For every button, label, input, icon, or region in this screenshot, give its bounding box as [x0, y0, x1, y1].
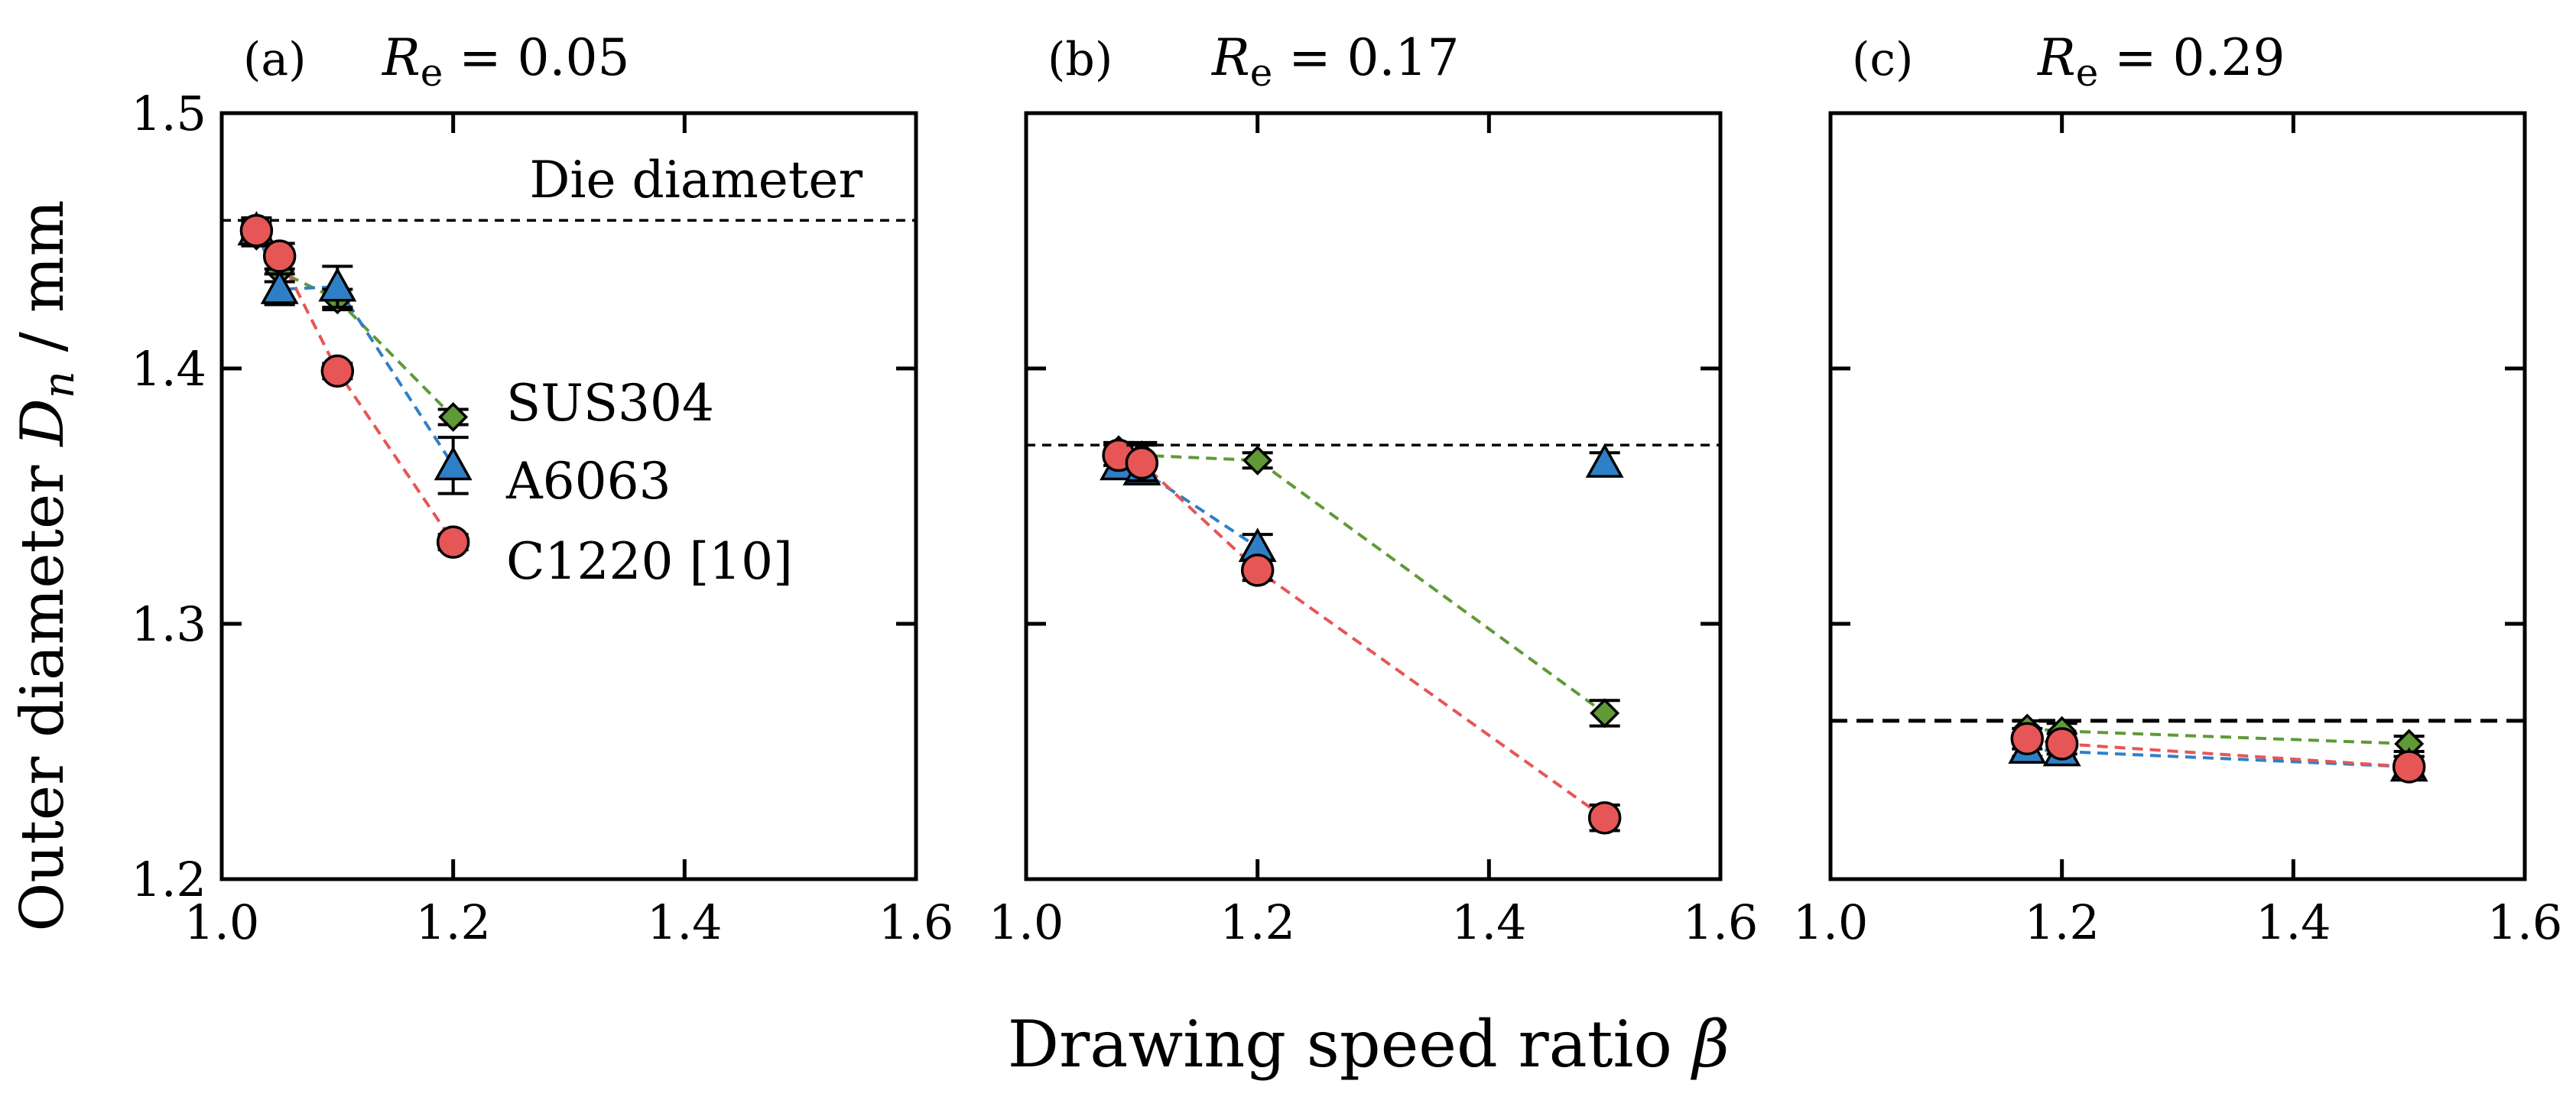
x-tick-label: 1.6	[879, 894, 954, 950]
x-tick-label: 1.2	[2024, 894, 2100, 950]
panel-a-c1220-point	[436, 525, 470, 559]
x-tick-label: 1.0	[184, 894, 260, 950]
panel-b: (b) Re = 0.17	[1048, 28, 1460, 95]
legend: SUS304 A6063 C1220 [10]	[505, 374, 793, 591]
panel-b-label: (b)	[1048, 33, 1113, 86]
x-tick-label: 1.0	[1793, 894, 1869, 950]
y-tick-label: 1.3	[131, 596, 206, 652]
panel-a-plot: 1.21.31.41.51.0 1.2 1.4 1.6	[131, 86, 953, 950]
plot-area: 1.21.31.41.51.0 1.2 1.4 1.6 1.0 1.2 1.4 1.6 1.0 1…	[131, 86, 2562, 950]
panel-a-sus304-point	[438, 401, 469, 432]
legend-a6063: A6063	[505, 452, 671, 511]
panel-c-a6063-line	[2027, 747, 2409, 769]
die-diameter-label: Die diameter	[529, 151, 862, 209]
panel-a-c1220-point	[239, 213, 274, 248]
x-tick-label: 1.2	[1220, 894, 1295, 950]
y-tick-label: 1.2	[131, 852, 206, 907]
x-tick-label: 1.4	[647, 894, 723, 950]
panel-c: (c) Re = 0.29	[1852, 28, 2285, 95]
panel-c-frame	[1828, 111, 2527, 881]
x-tick-label: 1.6	[1683, 894, 1759, 950]
panel-a: (a) Re = 0.05	[243, 28, 630, 95]
x-tick-label: 1.4	[1451, 894, 1527, 950]
panel-b-sus304-point	[1243, 445, 1273, 475]
x-axis-title: Drawing speed ratio β	[1008, 1007, 1730, 1082]
panel-b-c1220-point	[1125, 446, 1159, 480]
panel-b-sus304-point	[1590, 698, 1620, 729]
x-tick-label: 1.2	[415, 894, 491, 950]
x-tick-label: 1.0	[989, 894, 1064, 950]
panel-a-c1220-line	[255, 229, 455, 544]
panel-a-c1220-point	[320, 354, 355, 388]
panel-c-c1220-point	[2045, 727, 2079, 761]
y-tick-label: 1.5	[131, 86, 206, 141]
panel-a-c1220-point	[262, 239, 297, 273]
panel-c-label: (c)	[1852, 33, 1913, 86]
legend-sus304: SUS304	[506, 374, 714, 433]
panel-b-c1220-point	[1240, 553, 1275, 587]
panel-a-re-title: Re = 0.05	[382, 28, 630, 95]
panel-a-a6063-line	[255, 229, 455, 467]
x-tick-label: 1.6	[2487, 894, 2563, 950]
panel-b-re-title: Re = 0.17	[1211, 28, 1460, 95]
y-tick-label: 1.4	[131, 341, 206, 397]
panel-a-a6063-point	[434, 446, 473, 481]
panel-b-a6063-point	[1585, 443, 1624, 478]
panel-c-re-title: Re = 0.29	[2037, 28, 2285, 95]
panel-b-c1220-line	[1118, 453, 1606, 820]
panel-c-sus304-line	[2027, 726, 2409, 745]
panel-c-c1220-line	[2026, 737, 2409, 769]
x-tick-label: 1.4	[2256, 894, 2331, 950]
panel-b-c1220-point	[1587, 801, 1622, 835]
panel-b-sus304-line	[1118, 448, 1606, 715]
panel-c-c1220-point	[2392, 750, 2426, 784]
panel-b-frame	[1024, 111, 1723, 881]
panel-a-a6063-point	[318, 267, 357, 302]
legend-c1220: C1220 [10]	[506, 532, 793, 591]
panel-c-c1220-point	[2010, 722, 2045, 756]
panel-a-a6063-point	[260, 269, 299, 304]
panel-a-frame	[219, 111, 918, 881]
panel-c-plot: 1.0 1.2 1.4 1.6	[1793, 111, 2563, 950]
y-axis-title: Outer diameter Dn / mm	[8, 200, 84, 931]
panel-a-label: (a)	[243, 33, 307, 86]
panel-b-plot: 1.0 1.2 1.4 1.6	[989, 111, 1759, 950]
